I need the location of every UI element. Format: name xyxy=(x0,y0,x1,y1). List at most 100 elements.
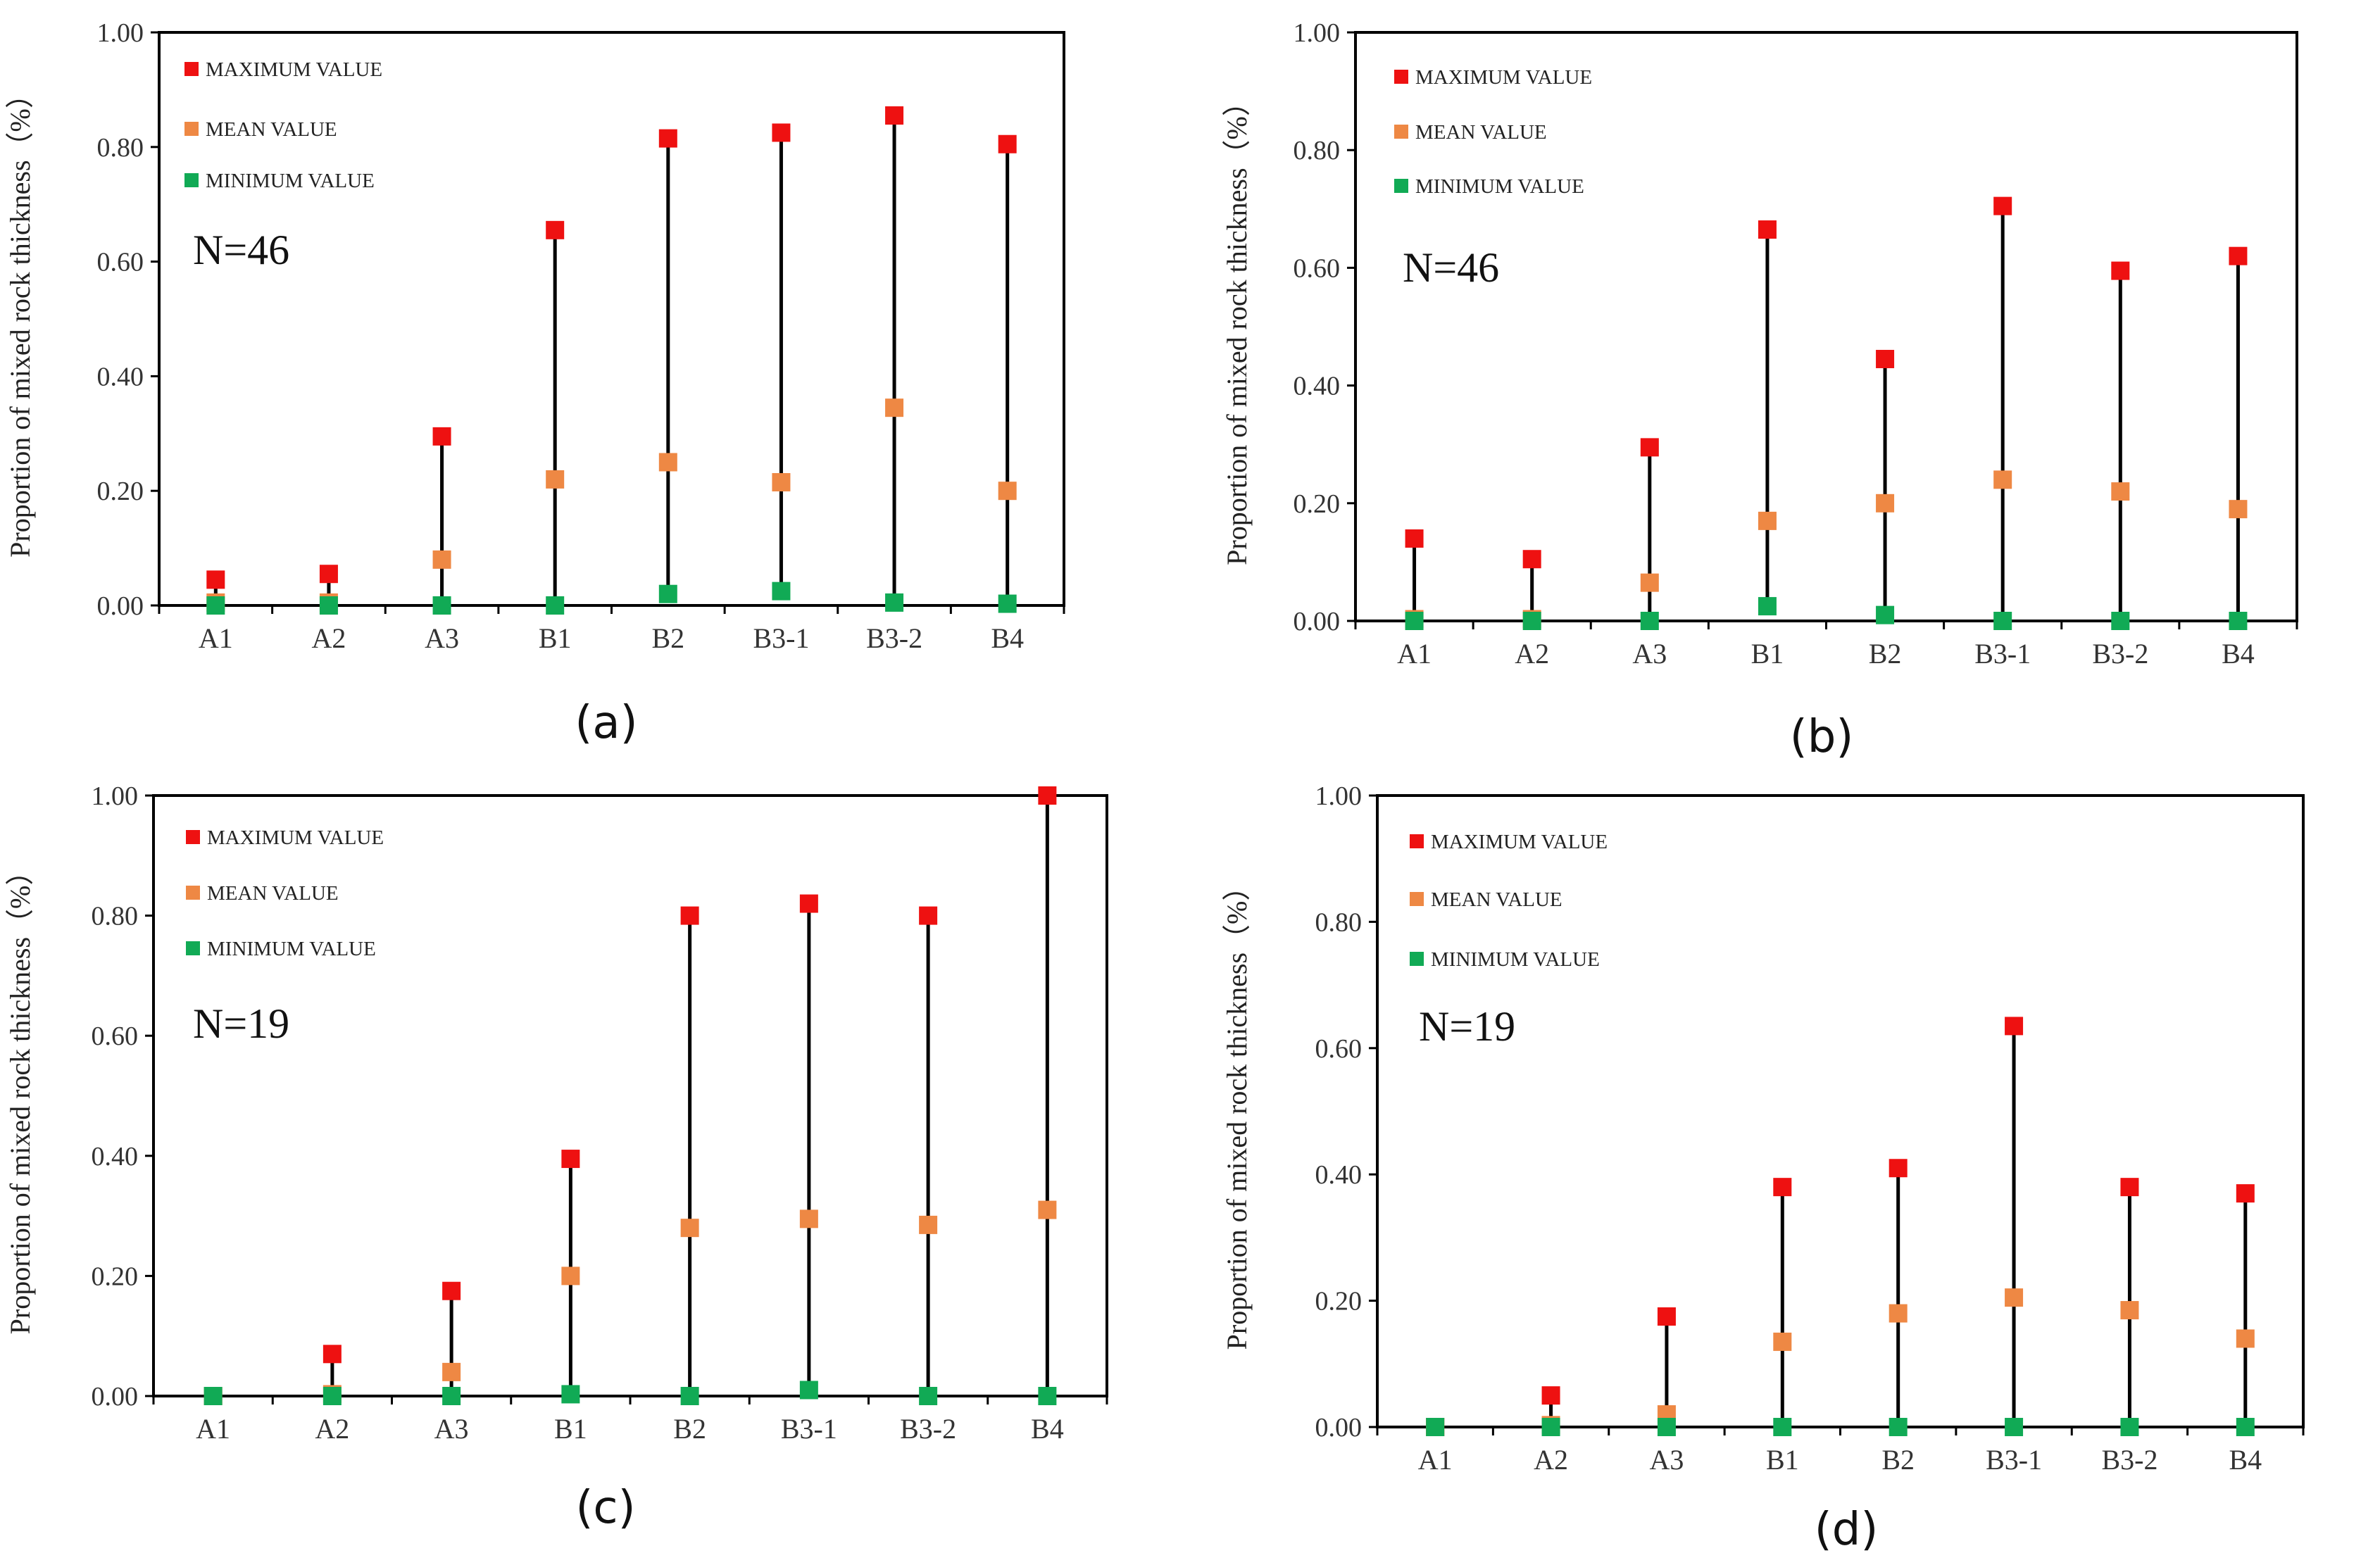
legend-swatch-max xyxy=(186,830,200,844)
mean-marker xyxy=(885,398,904,417)
y-axis-label: Proportion of mixed rock thickness（%） xyxy=(1221,873,1253,1350)
max-marker xyxy=(442,1281,461,1300)
x-category-label: B4 xyxy=(2222,638,2255,670)
legend-swatch-mean xyxy=(184,122,199,136)
x-category-label: A1 xyxy=(1418,1444,1453,1476)
max-marker xyxy=(1405,529,1424,548)
x-category-label: B2 xyxy=(673,1413,706,1445)
x-category-label: B3-1 xyxy=(1974,638,2031,670)
max-marker xyxy=(561,1150,580,1169)
legend-label-max: MAXIMUM VALUE xyxy=(1431,831,1608,853)
max-marker xyxy=(1758,220,1777,239)
y-tick-label: 0.40 xyxy=(1315,1160,1363,1190)
legend-swatch-mean xyxy=(186,886,200,900)
legend-label-mean: MEAN VALUE xyxy=(207,882,339,905)
max-marker xyxy=(2236,1184,2255,1203)
x-category-label: B1 xyxy=(554,1413,587,1445)
legend-label-max: MAXIMUM VALUE xyxy=(207,827,384,849)
legend-swatch-min xyxy=(1394,179,1408,193)
x-category-label: B3-2 xyxy=(900,1413,956,1445)
y-tick-label: 1.00 xyxy=(1315,781,1363,811)
y-tick-label: 0.20 xyxy=(1315,1287,1363,1316)
panel-label: (d) xyxy=(1815,1504,1879,1556)
x-category-label: A3 xyxy=(1649,1444,1684,1476)
legend-swatch-max xyxy=(184,62,199,76)
chart-panel-b: 0.00 0.20 0.40 0.60 0.80 1.00 A1 A2 A3 B1 B2 B3-1 B3… xyxy=(1221,18,2298,763)
x-category-label: B3-1 xyxy=(753,622,809,654)
min-marker xyxy=(322,1387,342,1405)
x-category-label: B1 xyxy=(1751,638,1784,670)
min-marker xyxy=(561,1385,580,1404)
x-category-label: B3-1 xyxy=(1986,1444,2042,1476)
min-marker xyxy=(1758,597,1777,616)
y-tick-label: 0.80 xyxy=(92,902,139,931)
max-marker xyxy=(206,570,225,589)
mean-marker xyxy=(2111,482,2130,501)
mean-marker xyxy=(442,1362,461,1381)
max-marker xyxy=(680,906,699,925)
x-category-label: B3-2 xyxy=(866,622,922,654)
x-category-label: A2 xyxy=(315,1413,349,1445)
mean-marker xyxy=(1640,573,1659,592)
min-marker xyxy=(2111,612,2130,630)
legend-label-min: MINIMUM VALUE xyxy=(1431,948,1600,971)
panel-label: (a) xyxy=(575,697,637,749)
legend-label-min: MINIMUM VALUE xyxy=(206,170,375,192)
min-marker xyxy=(1889,1418,1908,1436)
max-marker xyxy=(2111,261,2130,280)
x-category-label: B4 xyxy=(2229,1444,2262,1476)
min-marker xyxy=(658,584,677,603)
legend-swatch-max xyxy=(1410,834,1424,848)
legend-swatch-min xyxy=(1410,952,1424,966)
max-marker xyxy=(799,894,818,913)
x-category-label: B3-2 xyxy=(2101,1444,2157,1476)
legend-label-mean: MEAN VALUE xyxy=(206,118,337,141)
max-marker xyxy=(2229,246,2248,265)
legend-swatch-min xyxy=(184,173,199,187)
y-tick-label: 0.80 xyxy=(1294,136,1341,165)
min-marker xyxy=(772,582,791,601)
min-marker xyxy=(799,1381,818,1400)
panel-label: (c) xyxy=(575,1482,635,1534)
min-marker xyxy=(2229,612,2248,630)
max-marker xyxy=(1038,786,1057,805)
min-marker xyxy=(919,1387,938,1405)
y-tick-label: 0.60 xyxy=(1294,253,1341,283)
y-tick-label: 1.00 xyxy=(1294,18,1341,48)
y-tick-label: 0.40 xyxy=(97,362,144,391)
y-tick-label: 0.00 xyxy=(1315,1413,1363,1443)
min-marker xyxy=(1541,1418,1560,1436)
mean-marker xyxy=(561,1267,580,1286)
x-category-label: A3 xyxy=(434,1413,469,1445)
min-marker xyxy=(1993,612,2012,630)
min-marker xyxy=(998,594,1017,613)
x-category-label: A3 xyxy=(425,622,459,654)
min-marker xyxy=(432,596,451,615)
max-marker xyxy=(546,220,565,239)
max-marker xyxy=(1993,196,2012,215)
mean-marker xyxy=(1876,494,1895,513)
mean-marker xyxy=(2120,1301,2139,1320)
x-category-label: B1 xyxy=(539,622,572,654)
x-category-label: B4 xyxy=(1031,1413,1064,1445)
y-axis-label: Proportion of mixed rock thickness（%） xyxy=(4,80,36,558)
chart-panel-c: 0.00 0.20 0.40 0.60 0.80 1.00 A1 A2 A3 B1 B2 B3-1 B3… xyxy=(4,781,1108,1534)
y-tick-label: 0.60 xyxy=(92,1022,139,1051)
min-marker xyxy=(2005,1418,2024,1436)
x-category-label: A3 xyxy=(1632,638,1667,670)
max-marker xyxy=(319,565,338,584)
x-category-label: A1 xyxy=(196,1413,230,1445)
mean-marker xyxy=(1773,1332,1792,1351)
mean-marker xyxy=(1758,511,1777,530)
sample-count-annotation: N=46 xyxy=(193,227,289,273)
y-tick-label: 0.20 xyxy=(92,1262,139,1291)
min-marker xyxy=(1522,612,1541,630)
mean-marker xyxy=(1889,1304,1908,1323)
max-marker xyxy=(658,129,677,148)
x-category-label: B2 xyxy=(651,622,684,654)
y-tick-label: 0.20 xyxy=(97,477,144,506)
x-category-label: B3-2 xyxy=(2092,638,2148,670)
max-marker xyxy=(885,106,904,125)
x-category-label: B2 xyxy=(1869,638,1902,670)
